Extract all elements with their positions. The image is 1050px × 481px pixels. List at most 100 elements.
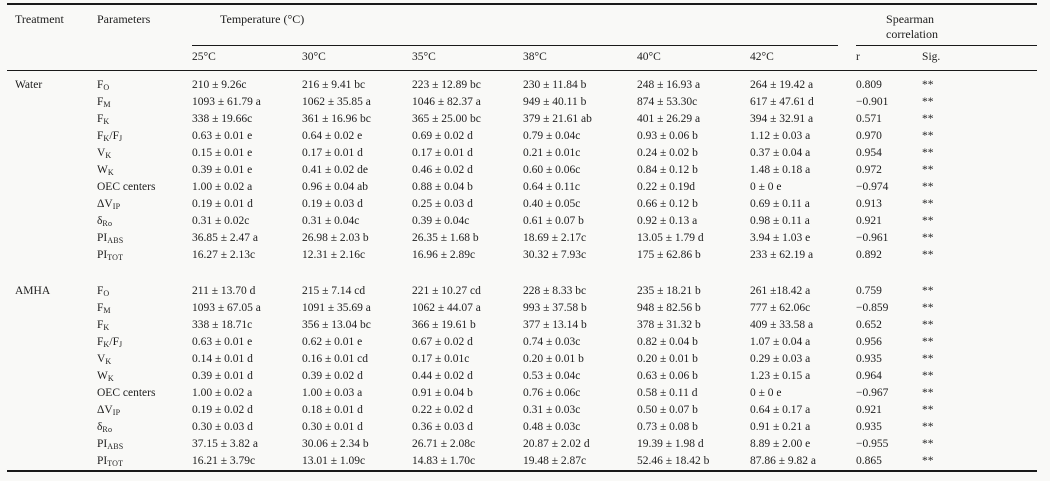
cell-value: 26.35 ± 1.68 b xyxy=(412,232,479,244)
cell-gap xyxy=(838,213,856,230)
table-row: δRo 0.31 ± 0.02c 0.31 ± 0.04c 0.39 ± 0.04c 0… xyxy=(7,213,1037,230)
cell-r: 0.935 xyxy=(856,421,882,433)
cell-value: 36.85 ± 2.47 a xyxy=(192,232,259,244)
cell-value: 0.93 ± 0.06 b xyxy=(637,130,698,142)
cell-value: 0.19 ± 0.01 d xyxy=(192,198,253,210)
cell-value: 0.73 ± 0.08 b xyxy=(637,421,698,433)
cell-parameter: FM xyxy=(97,302,111,315)
header-gap xyxy=(838,4,856,46)
cell-value: 0.44 ± 0.02 d xyxy=(412,370,473,382)
cell-treatment xyxy=(7,145,97,162)
table-row: FK 338 ± 19.66c 361 ± 16.96 bc 365 ± 25.00 … xyxy=(7,111,1037,128)
cell-treatment xyxy=(7,300,97,317)
cell-parameter: FO xyxy=(97,285,110,298)
cell-r: −0.955 xyxy=(856,438,889,450)
cell-value: 1046 ± 82.37 a xyxy=(412,96,481,108)
cell-value: 0.39 ± 0.02 d xyxy=(302,370,363,382)
table-row: FM 1093 ± 67.05 a 1091 ± 35.69 a 1062 ± 44.… xyxy=(7,300,1037,317)
table-row: AMHA FO 211 ± 13.70 d 215 ± 7.14 cd 221 ± 10… xyxy=(7,277,1037,300)
cell-value: 617 ± 47.61 d xyxy=(750,96,814,108)
cell-gap xyxy=(838,385,856,402)
cell-parameter: WK xyxy=(97,164,114,177)
cell-value: 0.62 ± 0.01 e xyxy=(302,336,363,348)
cell-value: 777 ± 62.06c xyxy=(750,302,811,314)
cell-gap xyxy=(838,71,856,95)
cell-value: 264 ± 19.42 a xyxy=(750,79,814,91)
col-header-temperature-group: Temperature (°C) xyxy=(192,4,839,46)
cell-value: 175 ± 62.86 b xyxy=(637,249,701,261)
cell-value: 0.50 ± 0.07 b xyxy=(637,404,698,416)
col-header-parameters: Parameters xyxy=(97,4,192,71)
cell-value: 0.16 ± 0.01 cd xyxy=(302,353,369,365)
cell-value: 0.64 ± 0.02 e xyxy=(302,130,363,142)
table-row: PITOT 16.27 ± 2.13c 12.31 ± 2.16c 16.96 ± 2… xyxy=(7,247,1037,264)
cell-r: −0.859 xyxy=(856,302,889,314)
cell-parameter: WK xyxy=(97,370,114,383)
cell-value: 0.20 ± 0.01 b xyxy=(637,353,698,365)
header-group-row: Treatment Parameters Temperature (°C) Sp… xyxy=(7,4,1038,71)
cell-gap xyxy=(838,402,856,419)
cell-parameter: ΔVIP xyxy=(97,404,121,417)
cell-value: 0.67 ± 0.02 d xyxy=(412,336,473,348)
cell-r: 0.865 xyxy=(856,453,923,472)
cell-sig: ** xyxy=(922,96,934,108)
col-header-temp-42: 42°C xyxy=(750,45,839,71)
cell-value: 338 ± 19.66c xyxy=(192,113,253,125)
cell-parameter: PIABS xyxy=(97,438,124,451)
cell-treatment xyxy=(7,94,97,111)
cell-treatment xyxy=(7,402,97,419)
cell-value: 0.76 ± 0.06c xyxy=(523,387,581,399)
cell-gap xyxy=(838,247,856,264)
cell-sig: ** xyxy=(922,113,934,125)
cell-value: 223 ± 12.89 bc xyxy=(412,79,481,91)
cell-value: 0.92 ± 0.13 a xyxy=(637,215,698,227)
cell-value: 0.39 ± 0.01 e xyxy=(192,164,253,176)
cell-value: 0.63 ± 0.01 e xyxy=(192,336,253,348)
cell-value: 1.12 ± 0.03 a xyxy=(750,130,811,142)
cell-value: 0.88 ± 0.04 b xyxy=(412,181,473,193)
cell-value: 0.63 ± 0.06 b xyxy=(637,370,698,382)
col-header-temp-40: 40°C xyxy=(637,45,750,71)
cell-value: 0.61 ± 0.07 b xyxy=(523,215,584,227)
cell-parameter: FM xyxy=(97,96,111,109)
table-row: FK 338 ± 18.71c 356 ± 13.04 bc 366 ± 19.61 … xyxy=(7,317,1037,334)
cell-value: 0.17 ± 0.01 d xyxy=(302,147,363,159)
cell-value: 0.74 ± 0.03c xyxy=(523,336,581,348)
cell-gap xyxy=(838,419,856,436)
cell-gap xyxy=(838,196,856,213)
cell-parameter: FO xyxy=(97,79,110,92)
cell-gap xyxy=(838,368,856,385)
cell-treatment xyxy=(7,230,97,247)
cell-value: 1062 ± 35.85 a xyxy=(302,96,371,108)
cell-sig: ** xyxy=(922,79,934,91)
cell-sig: ** xyxy=(922,164,934,176)
cell-value: 14.83 ± 1.70c xyxy=(412,453,523,472)
cell-value: 0.29 ± 0.03 a xyxy=(750,353,811,365)
cell-parameter: PITOT xyxy=(97,453,192,472)
cell-gap xyxy=(838,111,856,128)
cell-treatment xyxy=(7,453,97,472)
temperature-group-label: Temperature (°C) xyxy=(220,12,305,26)
cell-value: 230 ± 11.84 b xyxy=(523,79,587,91)
cell-treatment xyxy=(7,179,97,196)
cell-parameter: VK xyxy=(97,353,112,366)
cell-value: 0.96 ± 0.04 ab xyxy=(302,181,369,193)
cell-value: 261 ±18.42 a xyxy=(750,285,811,297)
cell-value: 0.53 ± 0.04c xyxy=(523,370,581,382)
cell-value: 338 ± 18.71c xyxy=(192,319,253,331)
cell-value: 8.89 ± 2.00 e xyxy=(750,438,811,450)
cell-treatment xyxy=(7,317,97,334)
cell-value: 366 ± 19.61 b xyxy=(412,319,476,331)
cell-value: 215 ± 7.14 cd xyxy=(302,285,366,297)
cell-gap xyxy=(838,351,856,368)
table-row: OEC centers 1.00 ± 0.02 a 1.00 ± 0.03 a 0.9… xyxy=(7,385,1037,402)
cell-value: 379 ± 21.61 ab xyxy=(523,113,592,125)
cell-value: 211 ± 13.70 d xyxy=(192,285,256,297)
cell-gap xyxy=(838,277,856,300)
cell-parameter: PIABS xyxy=(97,232,124,245)
cell-value: 0.22 ± 0.19d xyxy=(637,181,696,193)
cell-value: 361 ± 16.96 bc xyxy=(302,113,371,125)
cell-parameter: ΔVIP xyxy=(97,198,121,211)
cell-value: 210 ± 9.26c xyxy=(192,79,247,91)
cell-value: 409 ± 33.58 a xyxy=(750,319,814,331)
